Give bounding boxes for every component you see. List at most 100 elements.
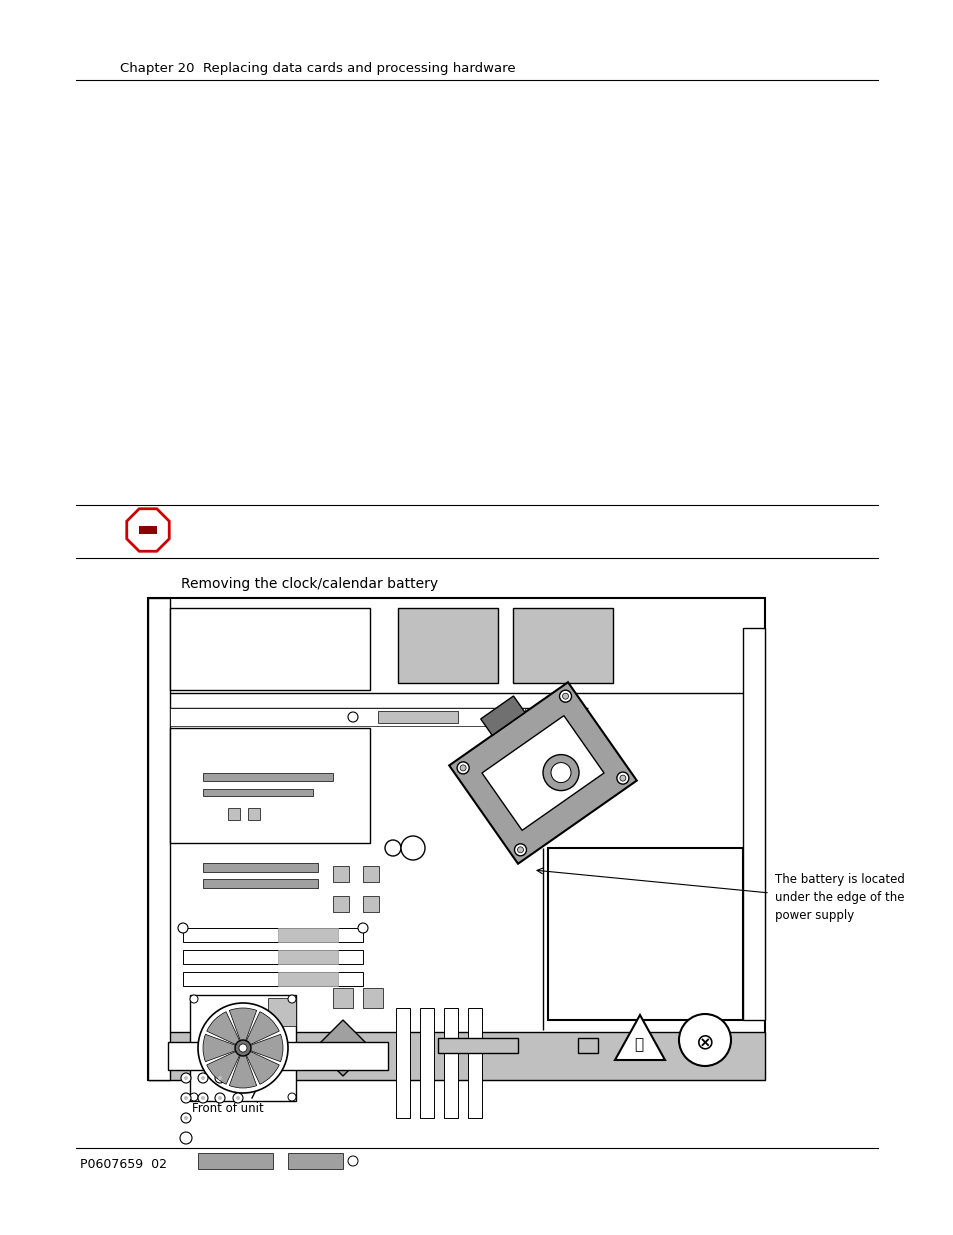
Wedge shape	[207, 1011, 243, 1049]
Bar	[170, 727, 370, 844]
Text: P0607659  02: P0607659 02	[80, 1158, 167, 1171]
Bar	[333, 897, 349, 911]
Circle shape	[218, 1095, 222, 1100]
Bar	[578, 1037, 598, 1053]
Circle shape	[679, 1014, 730, 1066]
Bar	[547, 848, 742, 1020]
Text: Front of unit: Front of unit	[192, 1102, 263, 1115]
Text: ✋: ✋	[634, 1037, 643, 1052]
Bar	[168, 1042, 388, 1070]
Polygon shape	[615, 1015, 664, 1060]
Circle shape	[190, 1093, 198, 1100]
Bar	[148, 598, 170, 1079]
Wedge shape	[229, 1008, 256, 1049]
Bar	[377, 711, 457, 722]
Circle shape	[514, 844, 526, 856]
Circle shape	[288, 1093, 295, 1100]
Bar	[183, 927, 363, 942]
Circle shape	[184, 1116, 188, 1120]
Polygon shape	[314, 1020, 371, 1076]
Circle shape	[201, 1076, 205, 1079]
Bar	[395, 1008, 410, 1118]
Bar	[183, 972, 363, 986]
Bar	[148, 598, 764, 1079]
Bar	[288, 1153, 343, 1170]
Bar	[248, 808, 260, 820]
Circle shape	[348, 1156, 357, 1166]
Bar	[468, 1008, 481, 1118]
Bar	[170, 608, 370, 690]
Bar	[203, 789, 313, 797]
Polygon shape	[127, 509, 169, 551]
Bar	[397, 608, 497, 683]
Circle shape	[180, 1132, 192, 1144]
Polygon shape	[449, 682, 637, 863]
Circle shape	[198, 1073, 208, 1083]
Circle shape	[357, 923, 368, 932]
Circle shape	[235, 1095, 240, 1100]
Bar	[170, 708, 524, 726]
Circle shape	[201, 1095, 205, 1100]
Circle shape	[551, 762, 571, 783]
Bar	[437, 1037, 517, 1053]
Circle shape	[218, 1076, 222, 1079]
Wedge shape	[207, 1049, 243, 1084]
Circle shape	[239, 1044, 247, 1052]
Circle shape	[198, 1003, 288, 1093]
Bar	[363, 897, 378, 911]
Text: The battery is located
under the edge of the
power supply: The battery is located under the edge of…	[774, 873, 904, 923]
Bar	[363, 866, 378, 882]
Wedge shape	[203, 1035, 243, 1062]
Circle shape	[400, 836, 424, 860]
Bar	[277, 972, 337, 986]
Circle shape	[233, 1093, 243, 1103]
Circle shape	[181, 1093, 191, 1103]
Bar	[203, 773, 333, 781]
Circle shape	[288, 995, 295, 1003]
Bar	[183, 950, 363, 965]
Bar	[198, 1153, 273, 1170]
Wedge shape	[243, 1011, 279, 1049]
Circle shape	[198, 1093, 208, 1103]
Polygon shape	[481, 715, 603, 830]
Circle shape	[558, 690, 571, 703]
Circle shape	[184, 1076, 188, 1079]
Circle shape	[562, 693, 568, 699]
Text: ⊗: ⊗	[695, 1032, 714, 1052]
Bar	[513, 608, 613, 683]
Bar	[268, 998, 295, 1026]
Circle shape	[181, 1113, 191, 1123]
Wedge shape	[243, 1049, 279, 1084]
Wedge shape	[229, 1049, 256, 1088]
Bar	[148, 1032, 764, 1079]
Circle shape	[456, 762, 469, 774]
Bar	[228, 808, 240, 820]
Bar	[139, 526, 157, 534]
Bar	[277, 950, 337, 965]
Circle shape	[214, 1093, 225, 1103]
Text: Chapter 20  Replacing data cards and processing hardware: Chapter 20 Replacing data cards and proc…	[120, 62, 515, 75]
Circle shape	[234, 1040, 251, 1056]
Bar	[443, 1008, 457, 1118]
Circle shape	[619, 776, 625, 781]
Bar	[742, 629, 764, 1020]
Circle shape	[184, 1095, 188, 1100]
Bar	[277, 927, 337, 942]
Bar	[333, 988, 353, 1008]
Circle shape	[348, 713, 357, 722]
Bar	[419, 1008, 434, 1118]
Circle shape	[181, 1073, 191, 1083]
Circle shape	[459, 764, 466, 771]
Polygon shape	[480, 697, 524, 735]
Bar	[203, 863, 317, 872]
Bar	[363, 988, 382, 1008]
Text: Removing the clock/calendar battery: Removing the clock/calendar battery	[181, 577, 438, 592]
Bar	[203, 879, 317, 888]
Bar	[333, 866, 349, 882]
Circle shape	[517, 847, 523, 853]
Circle shape	[178, 923, 188, 932]
Bar	[190, 995, 295, 1100]
Wedge shape	[243, 1035, 283, 1062]
Circle shape	[214, 1073, 225, 1083]
Circle shape	[542, 755, 578, 790]
